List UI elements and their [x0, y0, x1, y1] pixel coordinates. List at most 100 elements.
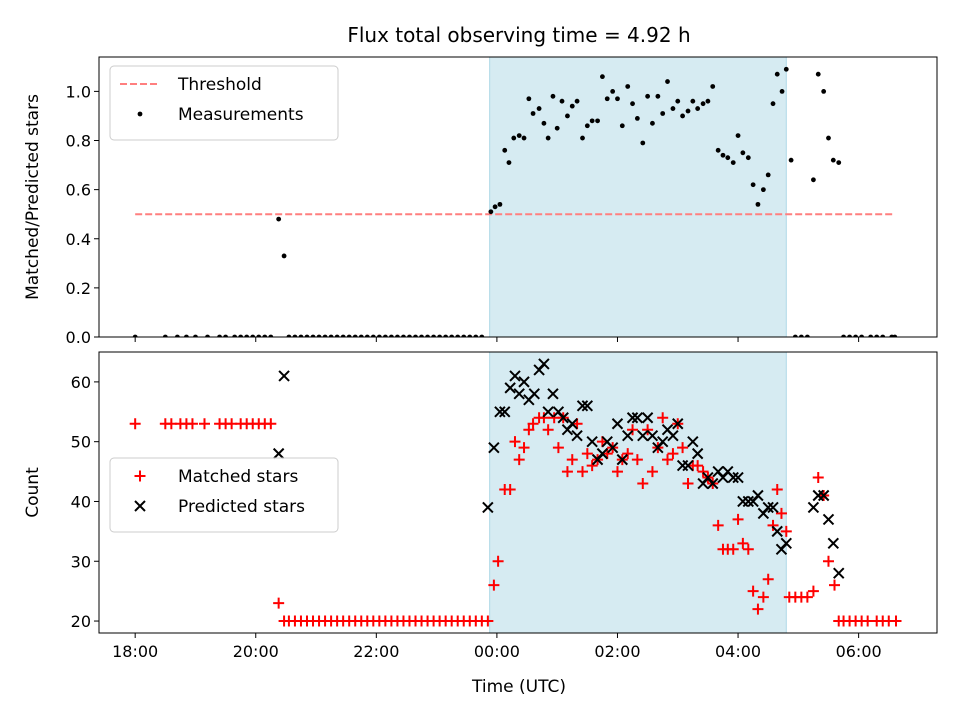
matched-stars-point — [488, 579, 500, 591]
measurements-point — [655, 93, 661, 99]
matched-stars-point — [566, 454, 578, 466]
matched-stars-point — [631, 454, 643, 466]
predicted-stars-point — [616, 453, 629, 466]
measurements-point — [670, 106, 676, 111]
measurements-point — [595, 118, 600, 124]
measurements-point — [550, 93, 556, 99]
predicted-stars-point — [687, 435, 699, 448]
predicted-stars-point — [667, 429, 679, 442]
matched-stars-point — [527, 418, 539, 430]
measurements-point — [821, 88, 827, 94]
legend: Threshold Measurements — [109, 65, 339, 141]
predicted-stars-point — [807, 501, 820, 514]
measurements-point — [322, 334, 328, 337]
y-tick-label: 0.0 — [66, 328, 91, 347]
measurements-point — [268, 334, 274, 337]
measurements-point — [892, 334, 898, 337]
measurements-point — [705, 98, 711, 104]
predicted-stars-point — [576, 400, 589, 412]
data-points — [129, 358, 902, 627]
measurements-point — [745, 155, 751, 161]
measurements-point — [735, 133, 741, 138]
predicted-stars-point — [742, 495, 755, 508]
matched-stars-point — [265, 418, 277, 430]
legend: Matched stars Predicted stars — [109, 457, 339, 533]
predicted-stars-point — [542, 406, 554, 418]
measurements-point — [352, 334, 358, 337]
measurements-point — [232, 334, 238, 337]
matched-stars-point — [780, 525, 792, 537]
predicted-stars-point — [691, 447, 704, 460]
predicted-stars-point — [499, 406, 511, 418]
matched-stars-point — [622, 448, 634, 460]
measurements-point — [536, 106, 542, 111]
predicted-stars-point — [822, 513, 835, 526]
matched-stars-point — [771, 484, 783, 496]
measurements-point — [298, 334, 304, 337]
matched-stars-point — [742, 543, 754, 555]
matched-stars-point — [199, 418, 211, 430]
measurements-point — [645, 93, 651, 99]
predicted-stars-point — [833, 567, 845, 579]
predicted-stars-point — [581, 400, 594, 412]
x-tick-label: 00:00 — [474, 642, 520, 661]
measurements-point — [700, 101, 706, 107]
measurements-point — [443, 334, 449, 337]
measurements-point — [783, 66, 789, 72]
measurements-point — [755, 201, 761, 207]
matched-stars-point — [829, 579, 841, 591]
measurements-point — [880, 334, 886, 337]
measurements-point — [630, 101, 635, 107]
measurements-point — [853, 334, 859, 337]
legend-swatch — [134, 500, 146, 512]
matched-stars-point — [561, 466, 573, 478]
measurements-point — [584, 123, 590, 129]
y-tick-label: 1.0 — [66, 82, 91, 101]
matched-stars-point — [627, 424, 639, 436]
measurements-point — [589, 118, 595, 124]
matched-stars-point — [657, 412, 669, 424]
measurements-point — [276, 216, 282, 222]
matched-stars-point — [822, 555, 834, 567]
measurements-point — [516, 133, 522, 138]
predicted-stars-point — [278, 370, 290, 382]
measurements-point — [205, 334, 210, 337]
measurements-point — [815, 71, 821, 77]
measurements-point — [830, 157, 836, 163]
measurements-point — [750, 182, 756, 188]
measurements-point — [388, 334, 394, 337]
measurements-point — [506, 160, 512, 166]
measurements-point — [376, 334, 382, 337]
matched-stars-point — [637, 478, 649, 490]
y-tick-label: 60 — [71, 373, 91, 392]
predicted-stars-point — [571, 429, 583, 442]
x-tick-label: 22:00 — [353, 642, 399, 661]
measurements-point — [569, 103, 575, 109]
measurements-point — [358, 334, 364, 337]
measurements-point — [413, 334, 418, 337]
matched-stars-point — [273, 597, 285, 609]
measurements-point — [310, 334, 316, 337]
measurements-point — [395, 334, 400, 337]
measurements-point — [328, 334, 334, 337]
measurements-point — [479, 334, 485, 337]
measurements-point — [650, 120, 655, 126]
predicted-stars-point — [817, 489, 830, 502]
panel-1: 0.0 0.2 0.4 0.6 0.8 1.0 Matched/Predicted star… — [23, 56, 938, 347]
y-tick-label: 40 — [71, 492, 91, 511]
measurements-point — [174, 334, 180, 337]
legend-label: Matched stars — [178, 467, 298, 487]
y-axis-label: Matched/Predicted stars — [23, 94, 43, 300]
matched-stars-point — [577, 466, 589, 478]
measurements-point — [530, 111, 536, 116]
measurements-point — [574, 98, 580, 104]
measurements-point — [382, 334, 388, 337]
matched-stars-point — [890, 615, 902, 627]
matched-stars-point — [581, 448, 593, 460]
matched-stars-point — [801, 591, 813, 603]
predicted-stars-point — [631, 412, 644, 424]
matched-stars-point — [523, 424, 535, 436]
plot-frame — [98, 351, 938, 634]
measurements-point — [665, 79, 670, 84]
measurements-point — [760, 187, 766, 193]
